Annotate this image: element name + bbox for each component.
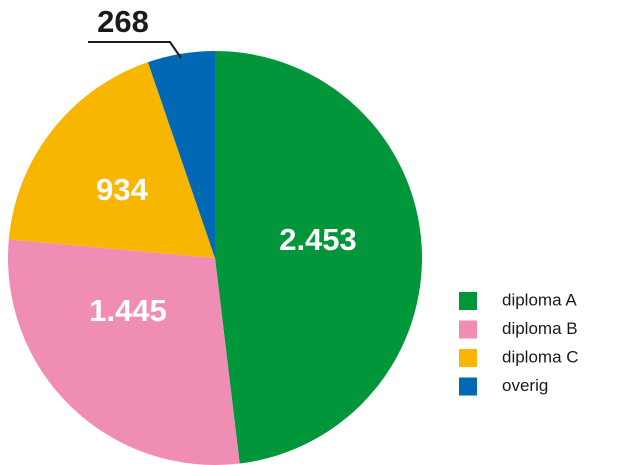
legend-label: diploma C [502, 347, 579, 366]
legend-label: diploma A [502, 290, 577, 309]
pie [7, 51, 423, 465]
data-label: 268 [97, 4, 149, 39]
legend-swatch [459, 292, 477, 310]
legend-swatch [459, 349, 477, 367]
pie-slice [147, 51, 215, 258]
legend: diploma A diploma B diploma C overig [459, 290, 579, 396]
data-label: 1.445 [89, 293, 167, 328]
legend-swatch [459, 377, 477, 396]
legend-swatch [459, 320, 477, 339]
pie-slice [215, 51, 423, 464]
pie-slice [8, 62, 215, 258]
pie-slice [7, 239, 240, 465]
leader-line [88, 41, 182, 59]
data-label: 2.453 [279, 222, 357, 257]
legend-label: diploma B [502, 319, 578, 338]
legend-label: overig [502, 376, 548, 395]
data-label: 934 [96, 172, 148, 207]
data-labels: 2.453 1.445 934 268 [89, 4, 357, 328]
